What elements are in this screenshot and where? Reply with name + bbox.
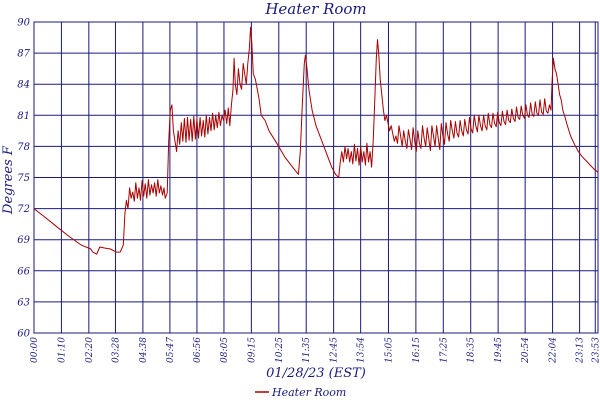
x-tick-labels: 00:00 01:10 02:20 03:28 04:38 05:47 06:56 08:05… (30, 337, 600, 364)
y-axis-label: Degrees F (1, 145, 16, 215)
series-layer (33, 26, 599, 255)
x-tick-label: 02:20 (85, 337, 95, 363)
x-tick-label: 05:47 (166, 337, 176, 363)
y-tick-label: 63 (17, 297, 30, 308)
chart-title: Heater Room (264, 0, 366, 18)
grid-lines (33, 21, 598, 334)
x-tick-label: 08:05 (220, 337, 230, 363)
x-tick-label: 19:45 (494, 337, 504, 363)
x-tick-label: 23:13 (576, 337, 586, 364)
x-tick-label: 23:53 (591, 337, 600, 364)
y-tick-label: 78 (17, 142, 30, 153)
legend: Heater Room (255, 386, 346, 399)
x-tick-label: 03:28 (111, 337, 121, 363)
x-tick-label: 16:15 (412, 337, 422, 363)
x-tick-label: 04:38 (139, 337, 149, 363)
x-tick-label: 01:10 (57, 337, 67, 363)
x-tick-label: 09:15 (247, 337, 257, 363)
x-tick-label: 11:35 (302, 337, 312, 363)
legend-label: Heater Room (271, 386, 346, 399)
x-tick-label: 17:25 (439, 337, 449, 363)
x-tick-label: 00:00 (30, 337, 40, 363)
x-tick-label: 20:54 (521, 337, 531, 364)
x-tick-label: 18:35 (467, 337, 477, 363)
y-tick-label: 72 (17, 204, 30, 215)
x-tick-label: 10:25 (275, 337, 285, 363)
y-tick-label: 81 (17, 111, 30, 122)
series-line (33, 26, 599, 255)
y-tick-label: 75 (17, 173, 30, 184)
y-tick-label: 90 (17, 18, 30, 29)
x-tick-label: 15:05 (384, 337, 394, 363)
plot-frame (33, 21, 599, 334)
x-tick-label: 12:45 (330, 337, 340, 363)
y-tick-label: 87 (17, 49, 30, 60)
y-tick-label: 66 (17, 266, 30, 277)
y-tick-label: 60 (17, 329, 30, 340)
y-tick-label: 69 (17, 235, 30, 246)
y-tick-labels: 60 63 66 69 72 75 78 81 84 87 90 (17, 18, 30, 340)
x-tick-label: 22:04 (549, 337, 559, 364)
x-tick-label: 13:54 (357, 337, 367, 363)
x-tick-label: 06:56 (193, 337, 203, 363)
y-tick-label: 84 (17, 80, 30, 91)
x-axis-label: 01/28/23 (EST) (266, 366, 366, 381)
